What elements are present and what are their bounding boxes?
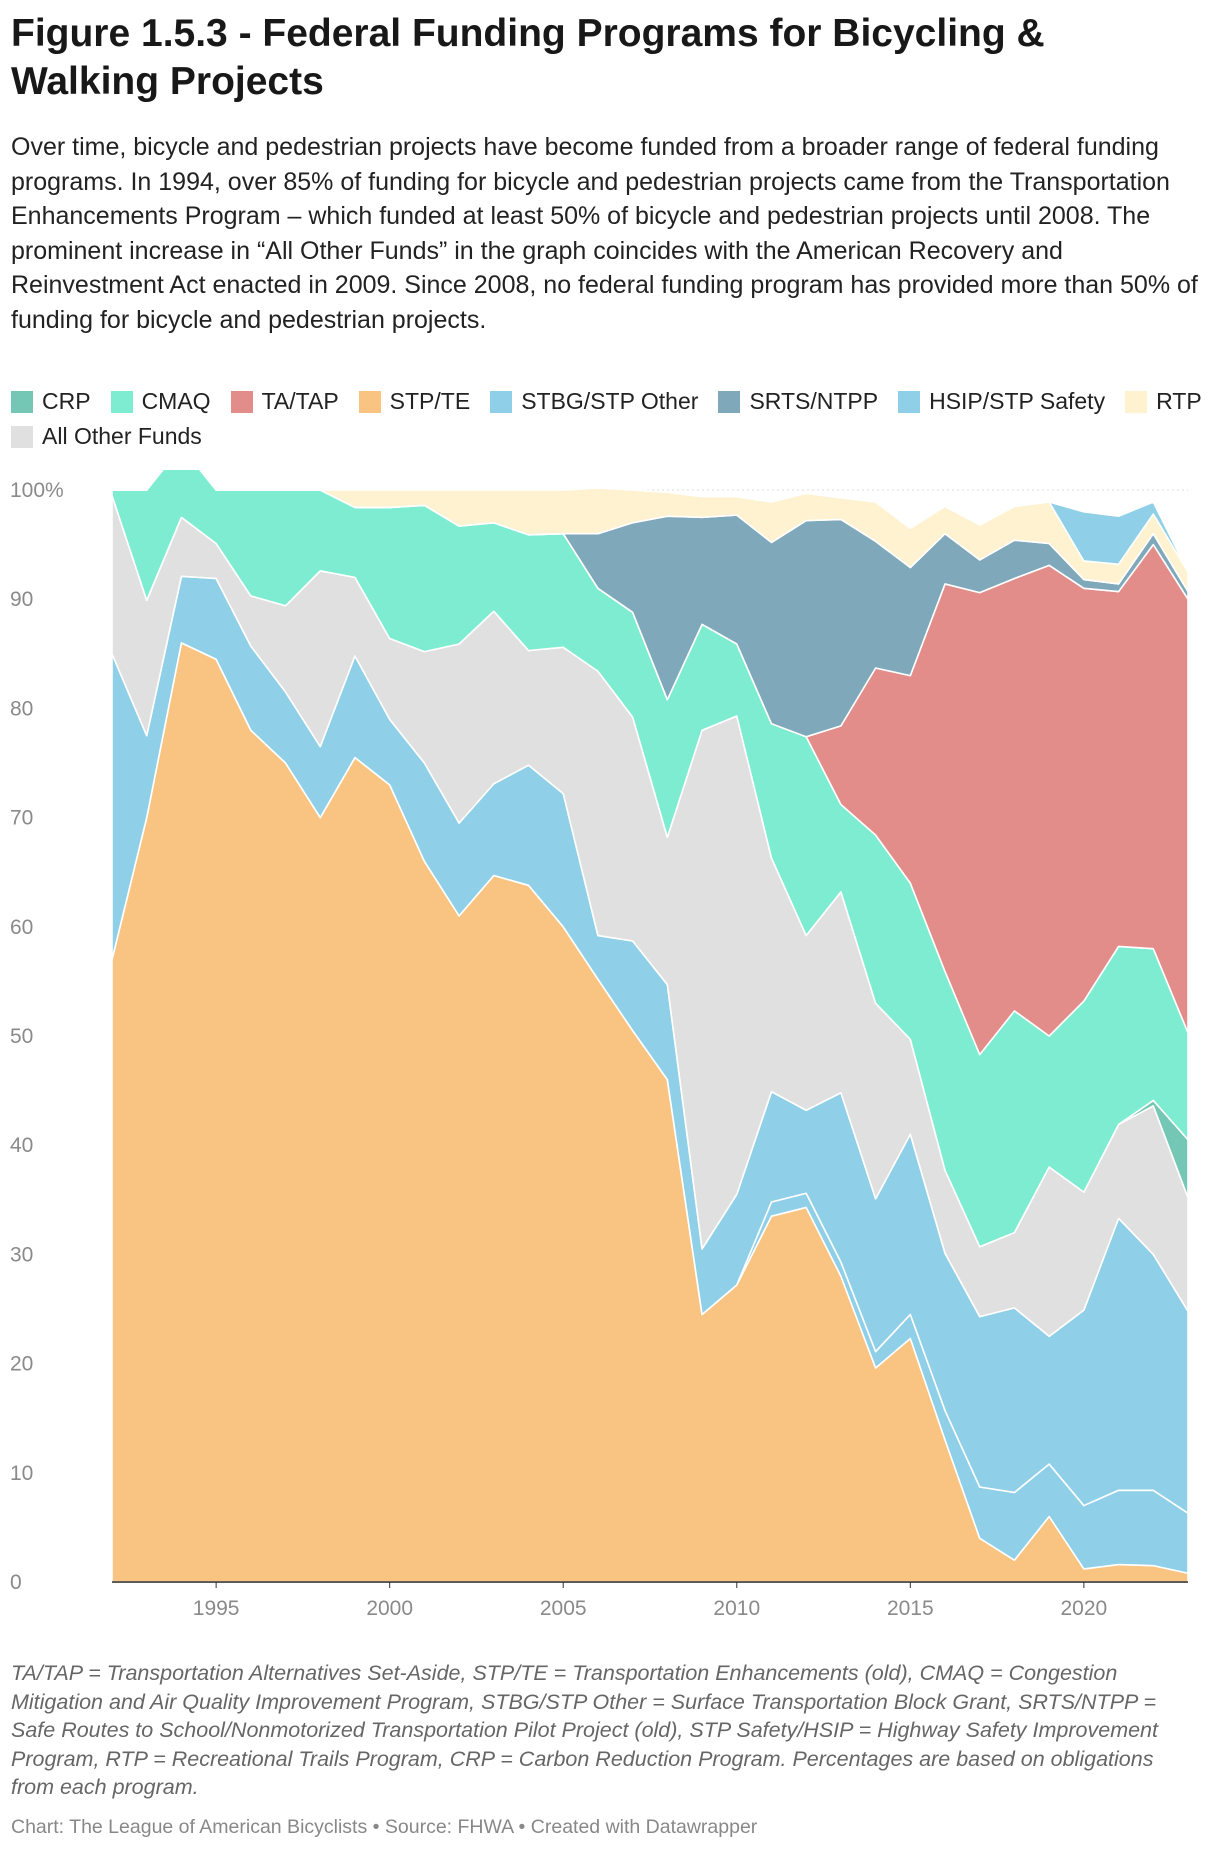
x-tick-label: 2015	[887, 1597, 934, 1620]
legend-item-srts-ntpp: SRTS/NTPP	[718, 388, 878, 415]
legend-item-hsip-stp-safety: HSIP/STP Safety	[898, 388, 1105, 415]
legend-swatch	[1125, 390, 1148, 413]
x-tick-label: 2000	[366, 1597, 413, 1620]
legend-label: CRP	[42, 388, 91, 414]
legend-label: All Other Funds	[42, 423, 202, 449]
chart-credit: Chart: The League of American Bicyclists…	[11, 1816, 758, 1838]
legend-swatch	[230, 390, 253, 413]
y-tick-label: 100%	[10, 479, 64, 502]
legend-item-cmaq: CMAQ	[110, 388, 211, 415]
legend-swatch	[11, 390, 33, 413]
legend-item-crp: CRP	[11, 388, 91, 415]
y-tick-label: 20	[10, 1353, 33, 1376]
legend-item-all-other-funds: All Other Funds	[11, 423, 202, 450]
y-tick-label: 40	[10, 1134, 33, 1157]
legend-swatch	[490, 390, 513, 413]
x-tick-label: 1995	[193, 1597, 240, 1620]
legend-label: SRTS/NTPP	[749, 388, 879, 414]
legend-label: HSIP/STP Safety	[929, 388, 1106, 414]
legend-swatch	[358, 390, 381, 413]
chart-title: Figure 1.5.3 - Federal Funding Programs …	[11, 12, 1045, 103]
legend-item-stp-te: STP/TE	[358, 388, 471, 415]
axes: 0 10 20 30 40 50 60 70 80 90 100% 1995 2000 2005 2010 2…	[10, 479, 1188, 1620]
x-tick-label: 2020	[1061, 1597, 1108, 1620]
y-tick-label: 90	[10, 588, 33, 611]
y-tick-label: 80	[10, 697, 33, 720]
legend-swatch	[11, 425, 33, 448]
x-tick-label: 2005	[540, 1597, 587, 1620]
legend-label: STP/TE	[389, 388, 471, 414]
y-tick-label: 10	[10, 1462, 33, 1485]
y-tick-label: 60	[10, 916, 33, 939]
legend-item-stbg-stp-other: STBG/STP Other	[490, 388, 698, 415]
y-tick-label: 0	[10, 1571, 22, 1594]
legend-swatch	[110, 390, 133, 413]
y-tick-label: 50	[10, 1025, 33, 1048]
y-tick-label: 70	[10, 807, 33, 830]
area-hsip-stp-safety-upper	[111, 470, 1189, 573]
legend-label: TA/TAP	[261, 388, 339, 414]
legend-swatch	[898, 390, 921, 413]
legend-label: CMAQ	[141, 388, 211, 414]
legend-label: RTP	[1156, 388, 1202, 414]
chart-notes: TA/TAP = Transportation Alternatives Set…	[11, 1661, 1158, 1799]
y-tick-label: 30	[10, 1243, 33, 1266]
legend-swatch	[718, 390, 741, 413]
legend-item-ta-tap: TA/TAP	[230, 388, 339, 415]
legend: CRP CMAQ TA/TAP STP/TE STBG/STP Other SR…	[11, 388, 1206, 450]
legend-item-rtp: RTP	[1125, 388, 1202, 415]
legend-label: STBG/STP Other	[521, 388, 699, 414]
chart-description: Over time, bicycle and pedestrian projec…	[11, 133, 1198, 334]
series-areas	[111, 470, 1189, 1583]
x-tick-label: 2010	[713, 1597, 760, 1620]
stacked-area-chart: 0 10 20 30 40 50 60 70 80 90 100% 1995 2000 2005 2010 2…	[10, 470, 1189, 1620]
